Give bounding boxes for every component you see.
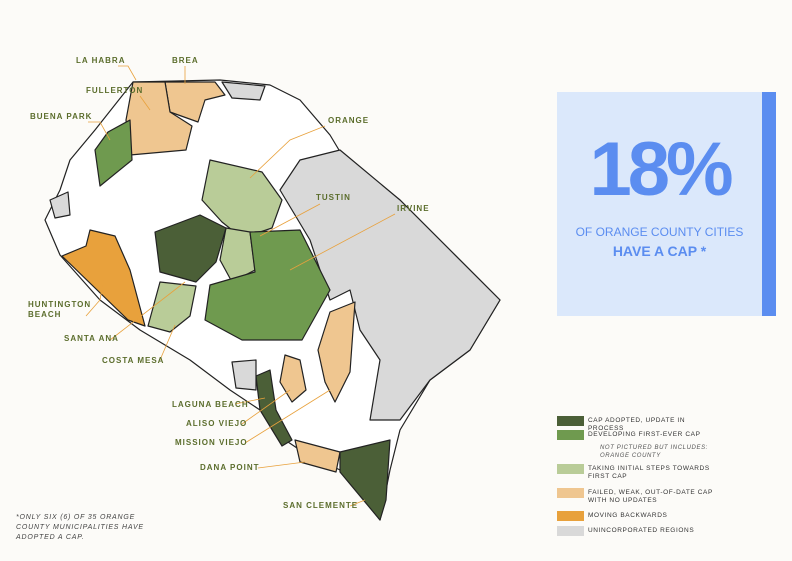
footnote: *ONLY SIX (6) OF 35 ORANGE COUNTY MUNICI… [16, 514, 144, 541]
leader-line [289, 213, 396, 271]
stat-line: OF ORANGE COUNTY CITIES [575, 225, 744, 239]
leader-line [249, 125, 326, 179]
city-label: TUSTIN [316, 193, 351, 202]
leader-line [159, 324, 176, 361]
legend-swatch [557, 526, 584, 536]
stat-line: HAVE A CAP * [612, 243, 707, 259]
leader-line [118, 65, 137, 81]
stat-bar [762, 92, 776, 316]
city-label: LA HABRA [76, 56, 126, 65]
city-label: IRVINE [397, 204, 430, 213]
city-label: ALISO VIEJO [186, 419, 248, 428]
legend-label: UNINCORPORATED REGIONS [588, 527, 695, 534]
city-label: BREA [172, 56, 199, 65]
legend-swatch [557, 464, 584, 474]
city-label: ORANGE [328, 116, 370, 125]
region [317, 301, 356, 403]
city-label: HUNTINGTON BEACH [28, 300, 92, 319]
legend-label: CAP ADOPTED, UPDATE IN PROCESS [588, 417, 686, 432]
leader-lines [85, 65, 396, 507]
region [204, 229, 331, 341]
county-map [44, 79, 501, 521]
legend-swatch [557, 511, 584, 521]
legend-label: TAKING INITIAL STEPS TOWARDS FIRST CAP [588, 465, 710, 480]
leader-line [234, 397, 266, 405]
city-label: FULLERTON [86, 86, 144, 95]
leader-line [85, 269, 106, 317]
region [154, 214, 227, 283]
leader-line [349, 499, 366, 507]
city-label: SAN CLEMENTE [283, 501, 359, 510]
stat-panel [557, 92, 762, 316]
legend-note: NOT PICTURED BUT INCLUDES: ORANGE COUNTY [600, 445, 708, 459]
legend-label: FAILED, WEAK, OUT-OF-DATE CAP WITH NO UP… [588, 489, 713, 504]
region [231, 359, 257, 391]
leader-line [241, 389, 291, 425]
leader-line [257, 461, 306, 469]
region [49, 191, 71, 219]
region [221, 81, 266, 101]
leader-line [139, 95, 151, 111]
stat-value: 18% [589, 127, 733, 212]
city-label: COSTA MESA [102, 356, 165, 365]
region [294, 439, 341, 473]
leader-line [88, 121, 111, 141]
region [147, 281, 197, 333]
region [255, 369, 293, 447]
city-label: BUENA PARK [30, 112, 93, 121]
legend-swatch [557, 416, 584, 426]
legend-label: DEVELOPING FIRST-EVER CAP [588, 431, 701, 438]
legend-swatch [557, 430, 584, 440]
region [94, 119, 133, 187]
leader-line [244, 389, 331, 444]
city-label: LAGUNA BEACH [172, 400, 249, 409]
legend-label: MOVING BACKWARDS [588, 512, 668, 519]
city-label: SANTA ANA [64, 334, 119, 343]
city-label: DANA POINT [200, 463, 260, 472]
leader-line [109, 281, 186, 341]
legend-swatch [557, 488, 584, 498]
leader-line [259, 203, 321, 237]
city-label: MISSION VIEJO [175, 438, 248, 447]
region [279, 354, 307, 403]
region [339, 439, 391, 521]
